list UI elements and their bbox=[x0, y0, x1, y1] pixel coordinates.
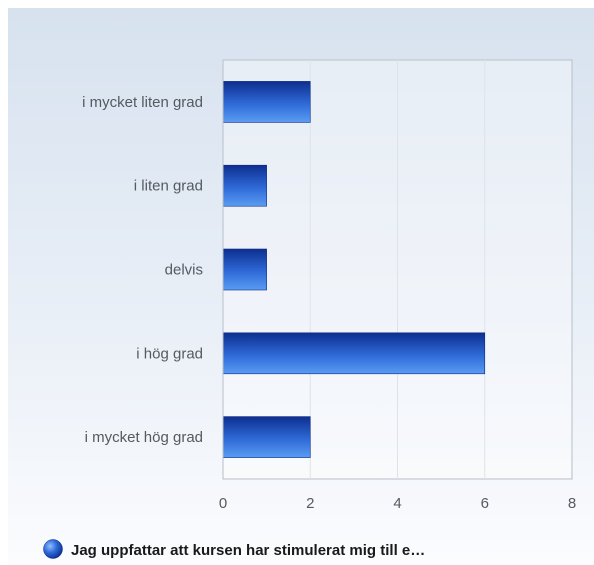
legend-label: Jag uppfattar att kursen har stimulerat … bbox=[71, 542, 425, 559]
category-label: i mycket liten grad bbox=[82, 94, 203, 111]
bar bbox=[222, 81, 311, 123]
x-tick-label: 4 bbox=[393, 495, 401, 512]
category-label: i mycket hög grad bbox=[85, 429, 203, 446]
bar bbox=[222, 416, 311, 458]
x-tick-label: 0 bbox=[219, 495, 227, 512]
category-label: i liten grad bbox=[134, 178, 203, 195]
bar bbox=[222, 332, 486, 375]
x-tick-label: 2 bbox=[306, 495, 314, 512]
x-tick-label: 6 bbox=[481, 495, 489, 512]
bar bbox=[222, 164, 267, 207]
chart: 0 2 4 6 8 i mycket liten grad i liten grad delv… bbox=[8, 8, 594, 565]
category-label: delvis bbox=[165, 262, 203, 279]
bar bbox=[222, 248, 267, 291]
bar-chart-svg: 0 2 4 6 8 i mycket liten grad i liten grad delv… bbox=[43, 59, 576, 559]
category-label: i hög grad bbox=[136, 345, 203, 362]
legend-marker bbox=[43, 539, 63, 559]
x-tick-label: 8 bbox=[568, 495, 576, 512]
